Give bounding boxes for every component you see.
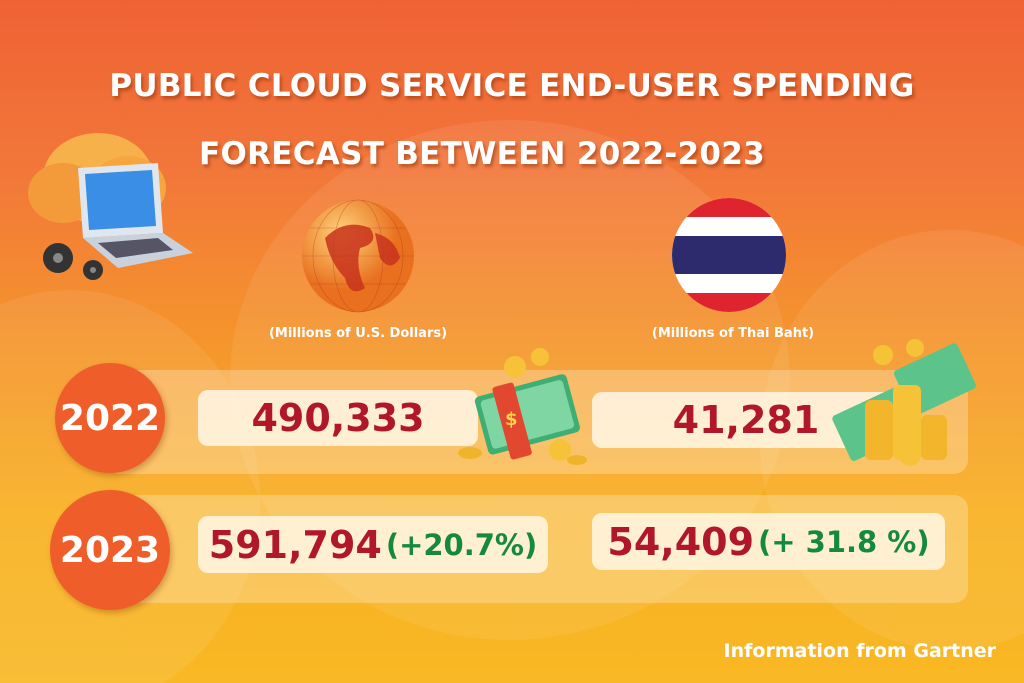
unit-label-usd: (Millions of U.S. Dollars) <box>268 326 448 341</box>
background-cloud <box>0 290 260 683</box>
year-badge-2023: 2023 <box>50 490 170 610</box>
money-coins-icon <box>832 339 976 466</box>
title-line-1: PUBLIC CLOUD SERVICE END-USER SPENDING <box>109 68 915 104</box>
unit-label-thb: (Millions of Thai Baht) <box>651 326 815 341</box>
thb-2023-change: (+ 31.8 %) <box>758 524 930 559</box>
title-line-2: FORECAST BETWEEN 2022-2023 <box>198 136 766 172</box>
usd-2022-value: 490,333 <box>251 396 425 440</box>
usd-2023-value: 591,794 <box>208 522 382 567</box>
money-stack-icon: $ <box>458 348 587 465</box>
svg-text:$: $ <box>505 409 518 430</box>
globe-icon <box>302 199 414 313</box>
year-badge-2022: 2022 <box>55 363 165 473</box>
cloud-laptop-icon <box>28 133 193 280</box>
source-credit: Information from Gartner <box>723 640 996 662</box>
thb-2023-value: 54,409 <box>607 519 755 564</box>
usd-2022-box: 490,333 <box>198 390 478 446</box>
usd-2023-box: 591,794 (+20.7%) <box>198 516 548 573</box>
thb-2023-box: 54,409 (+ 31.8 %) <box>592 513 945 570</box>
usd-2023-change: (+20.7%) <box>385 527 538 562</box>
thb-2022-value: 41,281 <box>672 398 820 442</box>
thailand-flag-icon <box>672 198 786 312</box>
